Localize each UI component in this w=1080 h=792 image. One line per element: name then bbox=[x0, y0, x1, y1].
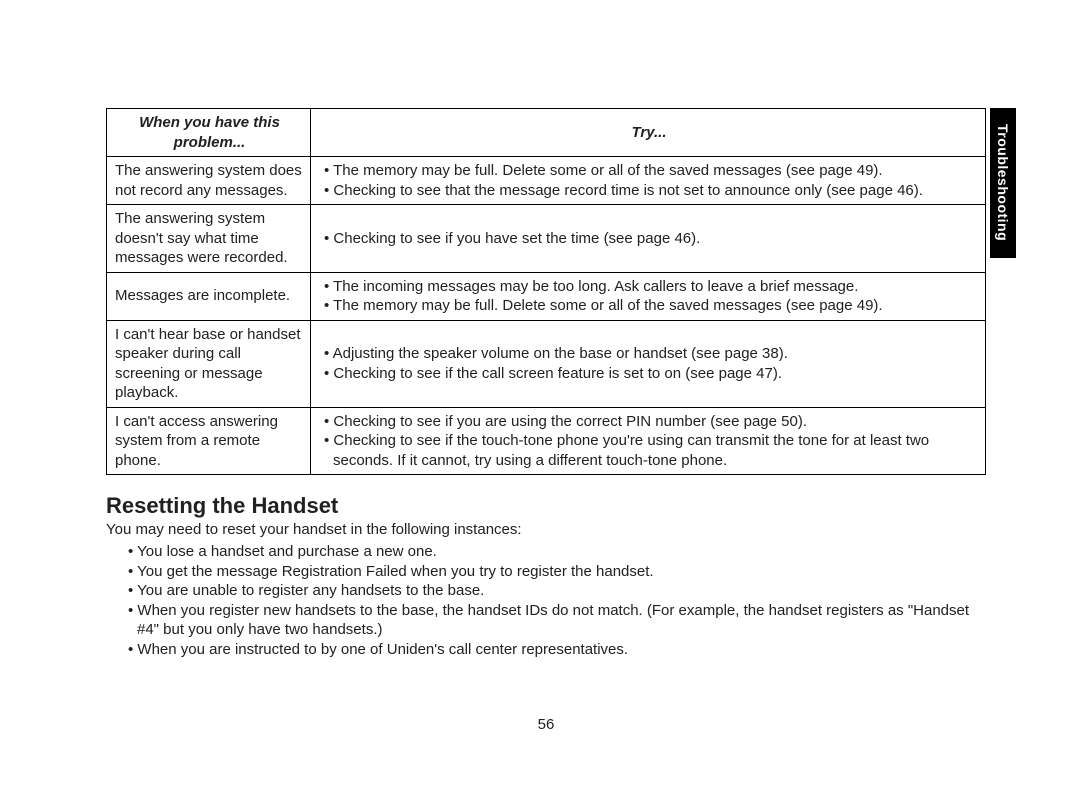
problem-cell: Messages are incomplete. bbox=[107, 272, 311, 320]
try-cell: • The memory may be full. Delete some or… bbox=[311, 157, 986, 205]
table-row: I can't hear base or handset speaker dur… bbox=[107, 320, 986, 407]
list-item: You get the message Registration Failed … bbox=[128, 562, 986, 582]
list-item: When you register new handsets to the ba… bbox=[128, 601, 986, 640]
section-tab-label: Troubleshooting bbox=[995, 124, 1011, 241]
list-item: When you are instructed to by one of Uni… bbox=[128, 640, 986, 660]
problem-cell: The answering system does not record any… bbox=[107, 157, 311, 205]
table-row: The answering system doesn't say what ti… bbox=[107, 205, 986, 273]
page-number: 56 bbox=[106, 716, 986, 733]
try-bullet: • Checking to see that the message recor… bbox=[319, 181, 979, 201]
problem-cell: I can't hear base or handset speaker dur… bbox=[107, 320, 311, 407]
try-bullet: • Checking to see if the touch-tone phon… bbox=[319, 431, 979, 470]
table-row: Messages are incomplete. • The incoming … bbox=[107, 272, 986, 320]
reset-reason-list: You lose a handset and purchase a new on… bbox=[106, 542, 986, 659]
try-cell: • Adjusting the speaker volume on the ba… bbox=[311, 320, 986, 407]
table-header-problem: When you have this problem... bbox=[107, 109, 311, 157]
table-row: The answering system does not record any… bbox=[107, 157, 986, 205]
section-tab: Troubleshooting bbox=[990, 108, 1016, 258]
try-bullet: • Checking to see if you are using the c… bbox=[319, 412, 979, 432]
try-bullet: • The incoming messages may be too long.… bbox=[319, 277, 979, 297]
problem-cell: I can't access answering system from a r… bbox=[107, 407, 311, 475]
table-row: I can't access answering system from a r… bbox=[107, 407, 986, 475]
section-heading: Resetting the Handset bbox=[106, 493, 986, 519]
list-item: You lose a handset and purchase a new on… bbox=[128, 542, 986, 562]
page-content: When you have this problem... Try... The… bbox=[106, 108, 986, 659]
try-cell: • Checking to see if you have set the ti… bbox=[311, 205, 986, 273]
try-bullet: • The memory may be full. Delete some or… bbox=[319, 296, 979, 316]
troubleshooting-table: When you have this problem... Try... The… bbox=[106, 108, 986, 475]
section-intro: You may need to reset your handset in th… bbox=[106, 521, 986, 538]
problem-cell: The answering system doesn't say what ti… bbox=[107, 205, 311, 273]
try-bullet: • Checking to see if you have set the ti… bbox=[319, 229, 979, 249]
try-bullet: • The memory may be full. Delete some or… bbox=[319, 161, 979, 181]
try-cell: • Checking to see if you are using the c… bbox=[311, 407, 986, 475]
list-item: You are unable to register any handsets … bbox=[128, 581, 986, 601]
table-header-try: Try... bbox=[311, 109, 986, 157]
try-bullet: • Adjusting the speaker volume on the ba… bbox=[319, 344, 979, 364]
try-cell: • The incoming messages may be too long.… bbox=[311, 272, 986, 320]
try-bullet: • Checking to see if the call screen fea… bbox=[319, 364, 979, 384]
